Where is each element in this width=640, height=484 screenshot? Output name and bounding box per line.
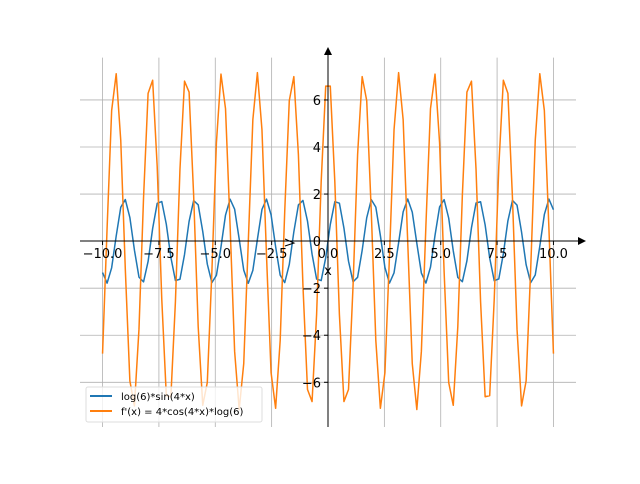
x-tick-label: 7.5	[487, 247, 508, 262]
stray-arrow-marker-icon	[284, 238, 296, 247]
y-tick-label: 4	[313, 141, 321, 156]
x-tick-label: −5.0	[199, 247, 231, 262]
y-tick-label: 6	[313, 94, 321, 109]
axes	[80, 47, 586, 427]
x-tick-label: 10.0	[539, 247, 568, 262]
legend: log(6)*sin(4*x) f'(x) = 4*cos(4*x)*log(6…	[85, 386, 263, 423]
x-axis-arrow-icon	[578, 237, 586, 245]
legend-label-1: f'(x) = 4*cos(4*x)*log(6)	[121, 407, 244, 418]
legend-label-0: log(6)*sin(4*x)	[121, 392, 195, 403]
y-tick-label: −6	[302, 376, 321, 391]
x-tick-label: 2.5	[374, 247, 395, 262]
y-ticks: −6 −4 −2 0 2 4 6	[302, 94, 328, 391]
y-tick-label: 0	[313, 235, 321, 250]
x-axis-label: x	[324, 264, 332, 279]
x-ticks: −10.0 −7.5 −5.0 −2.5 0.0 2.5 5.0 7.5 10.0	[83, 241, 568, 262]
y-tick-label: −2	[302, 282, 321, 297]
x-tick-label: 0.0	[318, 247, 339, 262]
y-tick-label: −4	[302, 329, 321, 344]
legend-box	[85, 386, 263, 423]
x-tick-label: 5.0	[430, 247, 451, 262]
x-tick-label: −10.0	[83, 247, 123, 262]
x-tick-label: −2.5	[256, 247, 288, 262]
x-tick-label: −7.5	[143, 247, 175, 262]
y-axis-arrow-icon	[324, 47, 332, 55]
y-tick-label: 2	[313, 188, 321, 203]
